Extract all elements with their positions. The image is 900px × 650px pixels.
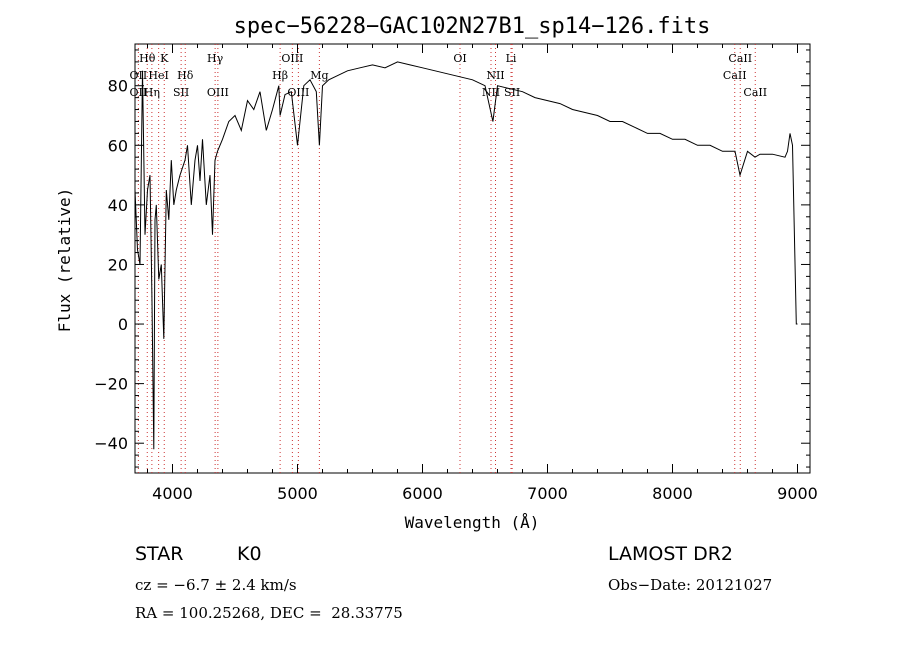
- line-label: Hγ: [207, 52, 224, 65]
- line-label: OII: [130, 86, 148, 99]
- x-tick-label: 5000: [277, 484, 318, 503]
- y-axis-label: Flux (relative): [55, 188, 74, 333]
- y-tick-label: 0: [118, 315, 128, 334]
- line-label: OIII: [281, 52, 303, 65]
- line-label: NII: [482, 86, 500, 99]
- chart-title: spec−56228−GAC102N27B1_sp14−126.fits: [234, 14, 711, 39]
- line-label: SII: [504, 86, 520, 99]
- line-label: OI: [453, 52, 466, 65]
- y-tick-label: −40: [94, 434, 128, 453]
- x-tick-label: 7000: [527, 484, 568, 503]
- marker-lines: [137, 44, 756, 473]
- y-tick-label: 40: [108, 196, 128, 215]
- line-label: Hη: [144, 86, 160, 99]
- x-axis-label: Wavelength (Å): [405, 513, 540, 532]
- line-label: Hβ: [272, 69, 288, 82]
- spectrum-line: [134, 61, 798, 450]
- spectrum-series: [134, 61, 798, 450]
- line-label: CaII: [723, 69, 747, 82]
- line-label: Hθ: [139, 52, 156, 65]
- coordinates-text: RA = 100.25268, DEC = 28.33775: [135, 604, 403, 622]
- line-label: OII: [130, 69, 148, 82]
- plot-frame: [134, 43, 811, 474]
- line-label: Mg: [310, 69, 328, 82]
- line-label: OIII: [207, 86, 229, 99]
- plot-border: [134, 43, 811, 474]
- line-label: K: [160, 52, 169, 65]
- line-label: HeI: [148, 69, 168, 82]
- x-tick-label: 8000: [652, 484, 693, 503]
- x-tick-label: 4000: [152, 484, 193, 503]
- line-label: Li: [506, 52, 517, 65]
- line-label: SII: [173, 86, 189, 99]
- object-type: STAR: [135, 543, 184, 565]
- y-tick-label: −20: [94, 375, 128, 394]
- line-label: OIII: [287, 86, 309, 99]
- y-tick-label: 80: [108, 77, 128, 96]
- y-tick-label: 20: [108, 255, 128, 274]
- observation-date: Obs−Date: 20121027: [608, 576, 773, 594]
- line-label: CaII: [728, 52, 752, 65]
- line-label: Hδ: [177, 69, 194, 82]
- y-tick-label: 60: [108, 136, 128, 155]
- line-label: CaII: [743, 86, 767, 99]
- line-label: NII: [486, 69, 504, 82]
- x-tick-label: 6000: [402, 484, 443, 503]
- x-tick-label: 9000: [777, 484, 818, 503]
- redshift-text: cz = −6.7 ± 2.4 km/s: [135, 576, 297, 594]
- object-subclass: K0: [237, 543, 262, 565]
- axis-ticks: 4000 5000 6000 7000 8000 9000 −40 −20 0 20 40 60 80: [94, 44, 818, 503]
- survey-name: LAMOST DR2: [608, 543, 733, 565]
